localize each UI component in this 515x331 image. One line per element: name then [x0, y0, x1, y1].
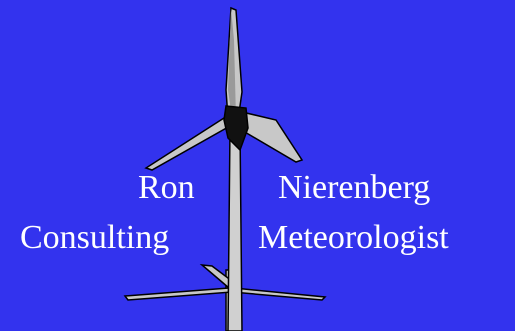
- job-title: Meteorologist: [258, 219, 449, 256]
- wind-turbine-icon: [144, 6, 304, 331]
- company-name-line1: Ron: [138, 169, 195, 206]
- person-name: Nierenberg: [278, 169, 431, 206]
- wind-turbine-small-icon: [123, 264, 327, 331]
- company-name-line2: Consulting: [20, 219, 170, 256]
